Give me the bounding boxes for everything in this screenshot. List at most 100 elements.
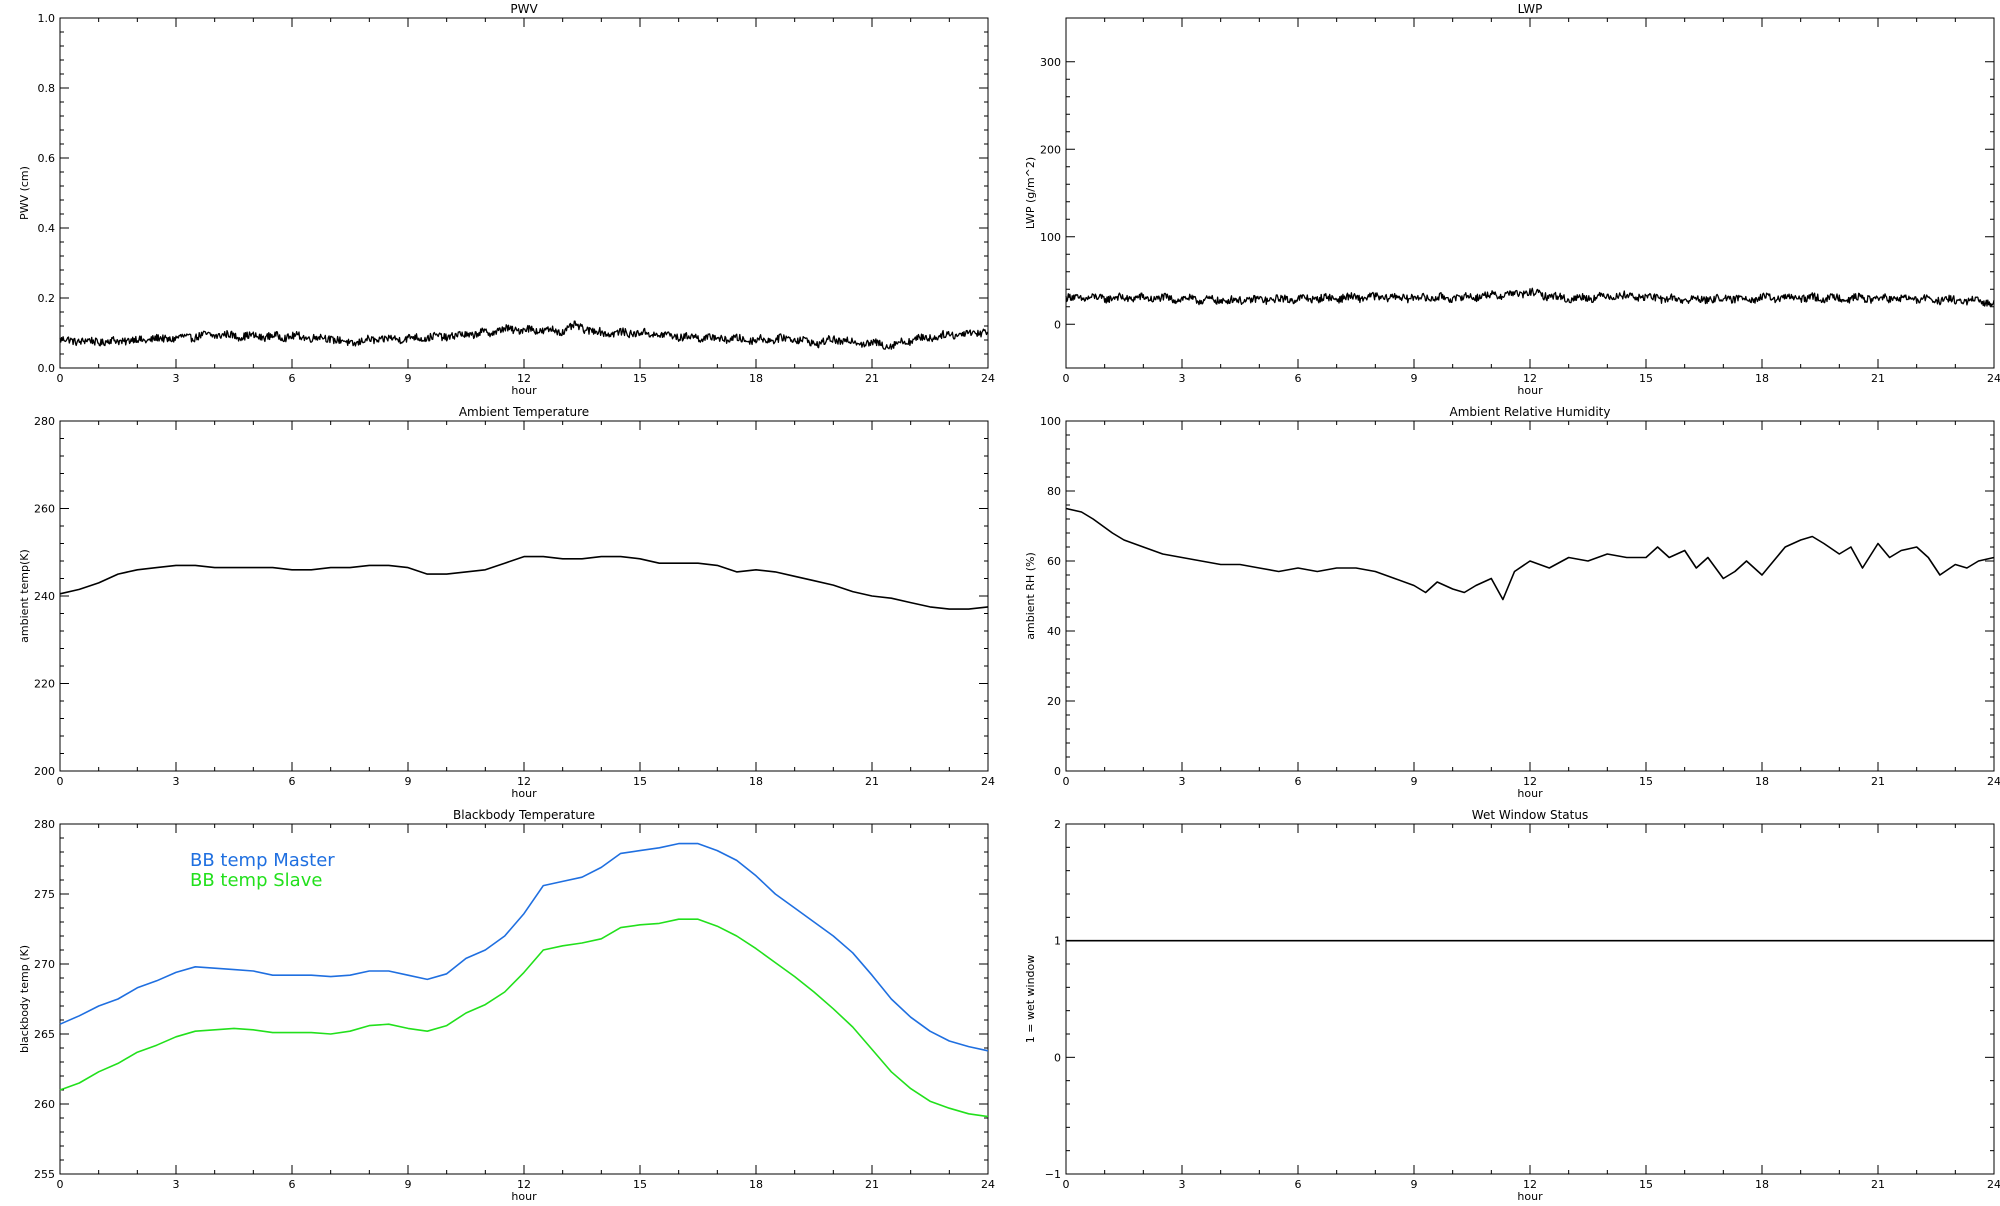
plot-frame bbox=[59, 17, 989, 369]
y-tick-label: 0.2 bbox=[38, 292, 56, 305]
x-tick-label: 6 bbox=[289, 372, 296, 385]
chart-panel: LWP 0 3 6 9 12 15 18 21 24 hour 0 100 200 300 LWP (g/m^… bbox=[1006, 0, 2000, 400]
plot-frame bbox=[1065, 823, 1995, 1175]
y-tick-label: 220 bbox=[34, 678, 55, 691]
y-tick-label: 40 bbox=[1047, 625, 1061, 638]
x-tick-label: 21 bbox=[865, 775, 879, 788]
x-tick-label: 12 bbox=[1523, 775, 1537, 788]
x-tick-label: 6 bbox=[289, 775, 296, 788]
chart-svg: Ambient Relative Humidity 0 3 6 9 12 15 18 21 24 h… bbox=[1024, 405, 2000, 800]
x-tick-label: 0 bbox=[1063, 1178, 1070, 1191]
y-tick-label: 280 bbox=[34, 818, 55, 831]
x-axis-label: hour bbox=[1517, 787, 1543, 800]
x-tick-label: 24 bbox=[981, 775, 995, 788]
x-tick-label: 3 bbox=[173, 372, 180, 385]
chart-title: LWP bbox=[1518, 2, 1543, 16]
x-tick-label: 18 bbox=[749, 775, 763, 788]
x-tick-label: 12 bbox=[1523, 372, 1537, 385]
x-tick-label: 18 bbox=[1755, 775, 1769, 788]
series-line bbox=[59, 842, 989, 1052]
x-tick-label: 9 bbox=[405, 1178, 412, 1191]
x-tick-label: 0 bbox=[57, 775, 64, 788]
series-line bbox=[59, 555, 989, 610]
x-tick-label: 12 bbox=[517, 372, 531, 385]
x-tick-label: 9 bbox=[1411, 1178, 1418, 1191]
x-tick-label: 6 bbox=[1295, 1178, 1302, 1191]
x-tick-label: 21 bbox=[1871, 372, 1885, 385]
x-tick-label: 0 bbox=[57, 372, 64, 385]
y-axis-label: ambient RH (%) bbox=[1024, 552, 1037, 640]
chart-svg: Blackbody Temperature 0 3 6 9 12 15 18 21 24 hour 2… bbox=[18, 808, 995, 1203]
plot-frame bbox=[1065, 17, 1995, 369]
y-tick-label: 0 bbox=[1054, 318, 1061, 331]
x-axis-label: hour bbox=[511, 787, 537, 800]
x-tick-label: 6 bbox=[1295, 775, 1302, 788]
x-tick-label: 0 bbox=[57, 1178, 64, 1191]
chart-title: PWV bbox=[510, 2, 538, 16]
y-tick-label: 0 bbox=[1054, 1051, 1061, 1064]
x-tick-label: 15 bbox=[1639, 372, 1653, 385]
x-tick-label: 3 bbox=[1179, 1178, 1186, 1191]
y-axis-label: blackbody temp (K) bbox=[18, 945, 31, 1053]
x-tick-label: 3 bbox=[173, 1178, 180, 1191]
y-tick-label: 0.8 bbox=[38, 82, 56, 95]
x-tick-label: 24 bbox=[981, 1178, 995, 1191]
x-tick-label: 0 bbox=[1063, 372, 1070, 385]
y-tick-label: 1 bbox=[1054, 935, 1061, 948]
y-tick-label: 0.0 bbox=[38, 362, 56, 375]
y-tick-label: 275 bbox=[34, 888, 55, 901]
x-tick-label: 6 bbox=[289, 1178, 296, 1191]
y-tick-label: 265 bbox=[34, 1028, 55, 1041]
x-tick-label: 15 bbox=[1639, 1178, 1653, 1191]
plot-frame bbox=[1065, 420, 1995, 772]
chart-svg: Ambient Temperature 0 3 6 9 12 15 18 21 24 hour 200… bbox=[18, 405, 995, 800]
series-line bbox=[1065, 287, 1995, 307]
y-axis-label: LWP (g/m^2) bbox=[1024, 157, 1037, 229]
y-tick-label: 20 bbox=[1047, 695, 1061, 708]
y-tick-label: 0.4 bbox=[38, 222, 56, 235]
x-tick-label: 12 bbox=[517, 1178, 531, 1191]
y-tick-label: 280 bbox=[34, 415, 55, 428]
x-tick-label: 9 bbox=[405, 372, 412, 385]
y-tick-label: 2 bbox=[1054, 818, 1061, 831]
x-tick-label: 18 bbox=[749, 372, 763, 385]
chart-panel: PWV 0 3 6 9 12 15 18 21 24 hour 0.0 0.2 0.4 0.6 0.8 1.0 P… bbox=[0, 0, 1000, 400]
x-tick-label: 9 bbox=[1411, 372, 1418, 385]
y-tick-label: 100 bbox=[1040, 231, 1061, 244]
x-axis-label: hour bbox=[1517, 384, 1543, 397]
y-tick-label: 300 bbox=[1040, 56, 1061, 69]
y-tick-label: 270 bbox=[34, 958, 55, 971]
x-tick-label: 12 bbox=[517, 775, 531, 788]
chart-panel: Wet Window Status 0 3 6 9 12 15 18 21 24 hour −1 0 1 2… bbox=[1006, 806, 2000, 1206]
y-axis-label: 1 = wet window bbox=[1024, 955, 1037, 1044]
series-line bbox=[59, 320, 989, 350]
x-tick-label: 24 bbox=[1987, 1178, 2000, 1191]
series-line bbox=[1065, 507, 1995, 601]
y-tick-label: 0 bbox=[1054, 765, 1061, 778]
x-axis-label: hour bbox=[511, 1190, 537, 1203]
x-tick-label: 0 bbox=[1063, 775, 1070, 788]
x-tick-label: 9 bbox=[405, 775, 412, 788]
y-tick-label: 240 bbox=[34, 590, 55, 603]
x-tick-label: 24 bbox=[981, 372, 995, 385]
x-tick-label: 6 bbox=[1295, 372, 1302, 385]
y-tick-label: 0.6 bbox=[38, 152, 56, 165]
chart-svg: PWV 0 3 6 9 12 15 18 21 24 hour 0.0 0.2 0.4 0.6 0.8 1.0 P… bbox=[18, 2, 995, 397]
y-tick-label: 200 bbox=[34, 765, 55, 778]
x-tick-label: 21 bbox=[1871, 775, 1885, 788]
x-tick-label: 18 bbox=[1755, 372, 1769, 385]
y-tick-label: −1 bbox=[1045, 1168, 1061, 1181]
chart-panel: Blackbody Temperature 0 3 6 9 12 15 18 21 24 hour 2… bbox=[0, 806, 1000, 1206]
x-tick-label: 3 bbox=[173, 775, 180, 788]
x-tick-label: 24 bbox=[1987, 372, 2000, 385]
chart-svg: LWP 0 3 6 9 12 15 18 21 24 hour 0 100 200 300 LWP (g/m^… bbox=[1024, 2, 2000, 397]
x-tick-label: 24 bbox=[1987, 775, 2000, 788]
y-axis-label: PWV (cm) bbox=[18, 166, 31, 220]
chart-panel: Ambient Relative Humidity 0 3 6 9 12 15 18 21 24 h… bbox=[1006, 403, 2000, 803]
x-tick-label: 18 bbox=[749, 1178, 763, 1191]
x-tick-label: 15 bbox=[633, 372, 647, 385]
chart-title: Blackbody Temperature bbox=[453, 808, 595, 822]
y-tick-label: 260 bbox=[34, 503, 55, 516]
